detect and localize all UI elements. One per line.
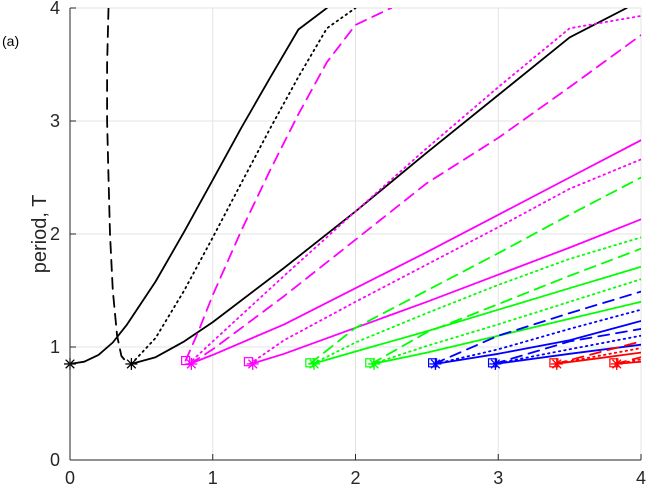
x-tick-label: 0 — [65, 468, 75, 488]
series-line-magenta-dashed — [188, 34, 641, 365]
y-axis-label: period, T — [29, 195, 51, 274]
series-line-magenta-dotted — [248, 158, 641, 365]
axes — [69, 7, 642, 461]
x-tick-label: 3 — [493, 468, 503, 488]
series-line-black-dashed — [106, 8, 128, 364]
star-marker-green — [368, 357, 381, 370]
series-line-magenta-solid — [250, 218, 641, 365]
star-marker-green — [308, 357, 321, 370]
y-tick-label: 2 — [50, 224, 60, 244]
x-tick-label: 1 — [208, 468, 218, 488]
star-marker-blue — [489, 357, 502, 370]
series-line-green-solid — [311, 265, 641, 365]
x-tick-label: 4 — [636, 468, 646, 488]
star-marker-magenta — [185, 357, 198, 370]
y-tick-label: 1 — [50, 337, 60, 357]
y-tick-label: 3 — [50, 111, 60, 131]
series-group — [70, 8, 641, 365]
star-marker-red — [550, 357, 563, 370]
series-line-blue-dashed — [493, 327, 641, 365]
series-line-red-solid — [554, 351, 641, 365]
y-tick-label: 4 — [50, 0, 60, 18]
y-tick-label: 0 — [50, 450, 60, 470]
tick-labels: 0 1 2 3 4 0 1 2 3 4 — [50, 0, 646, 488]
series-line-magenta-dashed — [184, 8, 393, 362]
series-line-magenta-dotted — [187, 14, 641, 365]
series-line-black-solid — [70, 8, 328, 365]
series-line-blue-dashed — [433, 290, 641, 365]
series-line-blue-dotted — [493, 334, 641, 365]
x-tick-label: 2 — [350, 468, 360, 488]
series-line-red-dotted — [615, 358, 641, 365]
star-marker-blue — [429, 357, 442, 370]
series-line-green-dotted — [371, 278, 641, 365]
series-line-green-dashed — [370, 247, 641, 365]
series-line-black-dotted — [130, 8, 357, 365]
marker-group — [64, 355, 623, 370]
star-marker-black — [125, 357, 138, 370]
series-line-blue-dotted — [434, 308, 641, 365]
series-line-blue-solid — [434, 320, 641, 365]
grid — [70, 7, 642, 460]
series-line-red-dotted — [554, 347, 641, 365]
series-line-green-solid — [371, 300, 641, 365]
series-line-green-dashed — [308, 176, 641, 365]
star-marker-red — [610, 357, 623, 370]
star-marker-magenta — [246, 357, 259, 370]
series-line-red-dashed — [554, 340, 641, 365]
series-line-magenta-solid — [188, 139, 641, 365]
panel-label: (a) — [2, 33, 19, 49]
series-line-black-solid — [130, 8, 628, 365]
series-line-green-dotted — [311, 236, 641, 365]
